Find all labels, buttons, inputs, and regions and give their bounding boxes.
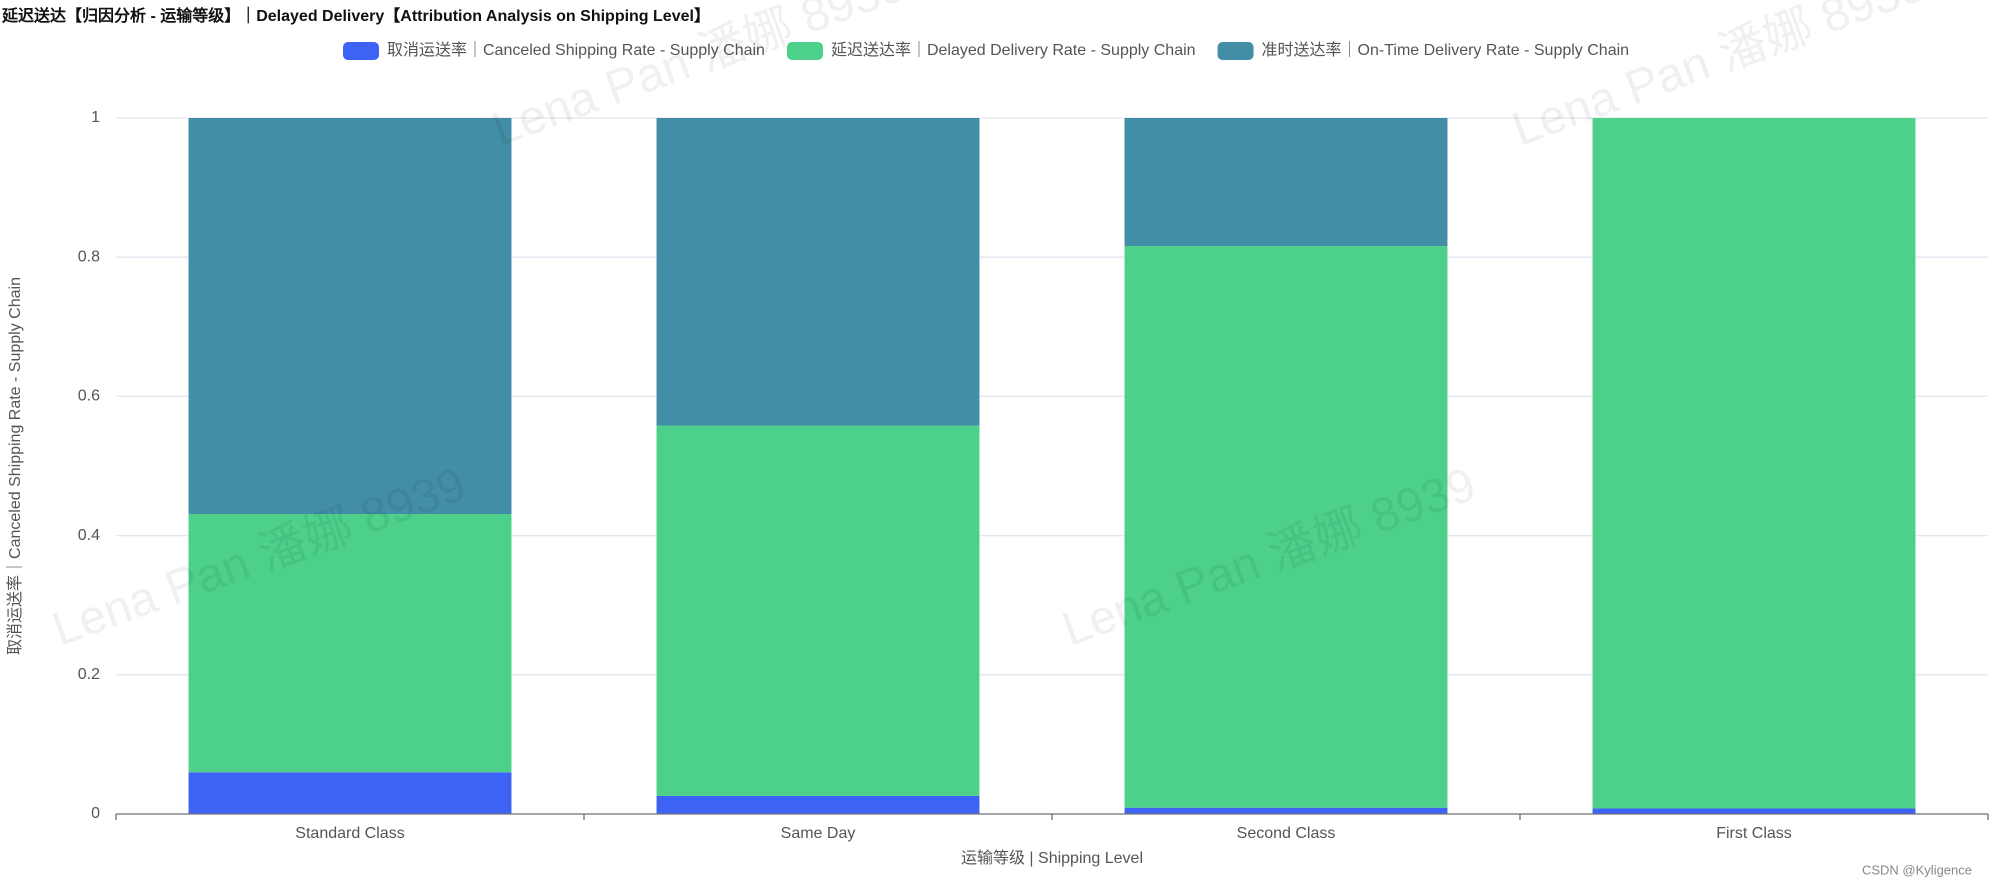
y-tick-label: 0.2 — [78, 666, 100, 683]
legend-label: 延迟送达率｜Delayed Delivery Rate - Supply Cha… — [831, 41, 1196, 59]
bar-segment — [1592, 118, 1916, 809]
bar-segment — [1124, 118, 1448, 247]
x-axis-title: 运输等级 | Shipping Level — [961, 849, 1143, 867]
x-tick-label: First Class — [1716, 825, 1792, 842]
bar-segment — [1592, 808, 1916, 814]
x-tick-label: Second Class — [1237, 825, 1336, 842]
bar-segment — [188, 514, 512, 773]
bar-segment — [1124, 807, 1448, 814]
legend-item: 延迟送达率｜Delayed Delivery Rate - Supply Cha… — [786, 41, 1196, 60]
bar-segment — [656, 795, 980, 814]
y-tick-label: 0.6 — [78, 388, 100, 405]
legend-label: 准时送达率｜On-Time Delivery Rate - Supply Cha… — [1262, 41, 1630, 59]
y-tick-label: 0.4 — [78, 527, 100, 544]
credit: CSDN @Kyligence — [1862, 862, 1972, 877]
legend-swatch — [786, 42, 823, 60]
x-tick-label: Same Day — [781, 825, 856, 842]
bar-segment — [188, 772, 512, 814]
legend-item: 取消运送率｜Canceled Shipping Rate - Supply Ch… — [343, 41, 765, 60]
bar-segment — [188, 118, 512, 515]
y-tick-label: 0 — [91, 805, 100, 822]
legend-swatch — [343, 42, 379, 60]
legend-swatch — [1217, 42, 1254, 60]
bar-segment — [656, 425, 980, 796]
y-tick-label: 1 — [91, 109, 100, 126]
y-tick-label: 0.8 — [78, 248, 100, 265]
bar-segment — [1124, 246, 1448, 808]
y-axis-title: 取消运送率｜Canceled Shipping Rate - Supply Ch… — [6, 277, 24, 655]
legend-item: 准时送达率｜On-Time Delivery Rate - Supply Cha… — [1217, 41, 1630, 60]
bar-segment — [656, 118, 980, 426]
legend-label: 取消运送率｜Canceled Shipping Rate - Supply Ch… — [387, 41, 765, 59]
x-tick-label: Standard Class — [295, 825, 404, 842]
chart-title: 延迟送达【归因分析 - 运输等级】｜Delayed Delivery【Attri… — [1, 6, 710, 25]
